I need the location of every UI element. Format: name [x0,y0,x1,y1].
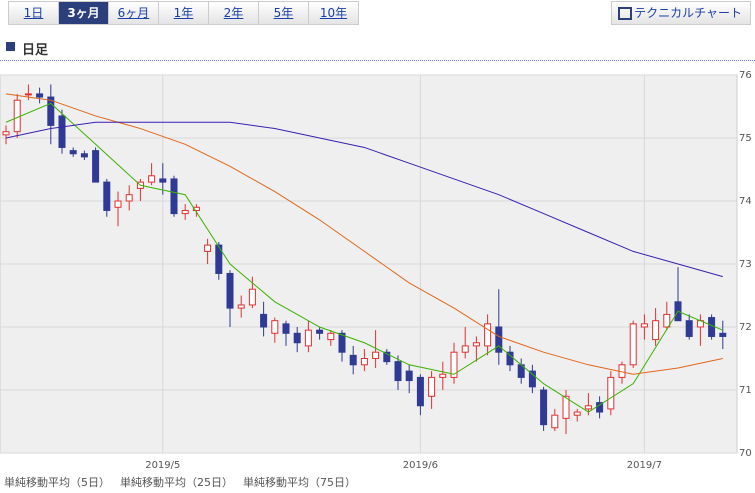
candle-body [58,115,66,148]
candle-body [495,326,503,353]
tab[interactable]: 3ヶ月 [58,1,109,25]
candle-body [439,373,447,378]
candle-body [260,313,268,328]
candle-body [282,323,290,334]
candle-body [69,150,77,155]
tab[interactable]: 2年 [208,1,259,25]
candle-body [349,354,357,366]
candle-body [652,320,660,341]
candle-body [248,288,256,306]
y-tick-label: 73 [739,259,752,270]
candle-body [472,342,480,347]
divider [0,60,755,61]
candle-body [450,351,458,378]
candle-body [159,178,167,183]
tab[interactable]: 10年 [308,1,359,25]
tab[interactable]: 1日 [8,1,59,25]
y-tick-label: 74 [739,196,752,207]
candle-body [719,332,727,337]
candle-body [461,345,469,353]
candle-body [708,317,716,337]
candle-body [551,414,559,429]
ma-line [5,93,723,375]
candle-body [405,370,413,382]
candle-body [226,272,234,309]
ma-line [5,102,723,413]
candle-body [383,351,391,363]
candle-body [103,181,111,211]
candle-body [271,320,279,334]
candle-body [304,329,312,347]
candle-body [528,370,536,388]
y-tick-label: 71 [739,385,752,396]
candle-body [24,93,32,96]
technical-chart-button[interactable]: テクニカルチャート [611,1,751,25]
ma-line [5,121,723,278]
legend-entry: 単純移動平均（5日） [4,475,110,489]
candle-body [428,376,436,397]
candle-body [360,358,368,366]
candle-body [394,361,402,382]
x-tick-label: 2019/5 [145,460,180,471]
candle-body [573,411,581,416]
legend-entry: 単純移動平均（75日） [243,475,356,489]
candle-body [92,150,100,183]
candle-body [484,323,492,347]
candle-body [562,395,570,419]
candle-body [607,376,615,410]
candle-body [114,200,122,208]
candle-body [327,332,335,341]
candle-body [181,209,189,215]
candle-body [215,244,223,274]
candle-body [192,206,200,211]
candle-body [170,178,178,215]
candle-body [148,175,156,183]
candle-body [540,389,548,426]
legend-entry: 単純移動平均（25日） [120,475,233,489]
candle-body [237,304,245,309]
candle-body [204,244,212,252]
candle-body [316,329,324,334]
y-tick-label: 76 [739,70,752,81]
tabs: 1日 3ヶ月 6ヶ月 1年 2年 5年 10年 [8,1,359,25]
y-tick-label: 70 [739,448,752,459]
candle-body [2,131,10,136]
candle-body [685,320,693,337]
y-tick-label: 72 [739,322,752,333]
candle-body [663,313,671,328]
candle-body [36,93,44,98]
candle-body [13,99,21,133]
candle-body [372,351,380,360]
x-tick-label: 2019/7 [627,460,662,471]
candle-body [293,332,301,344]
candle-body [47,96,55,126]
candle-body [416,376,424,407]
candle-body [584,405,592,410]
candle-body [640,323,648,328]
candle-body [125,194,133,202]
candle-body [80,153,88,158]
x-tick-label: 2019/6 [403,460,438,471]
tab[interactable]: 6ヶ月 [108,1,159,25]
candle-body [629,323,637,366]
chart-title: 日足 [6,39,48,58]
y-tick-label: 75 [739,133,752,144]
candle-body [338,332,346,353]
